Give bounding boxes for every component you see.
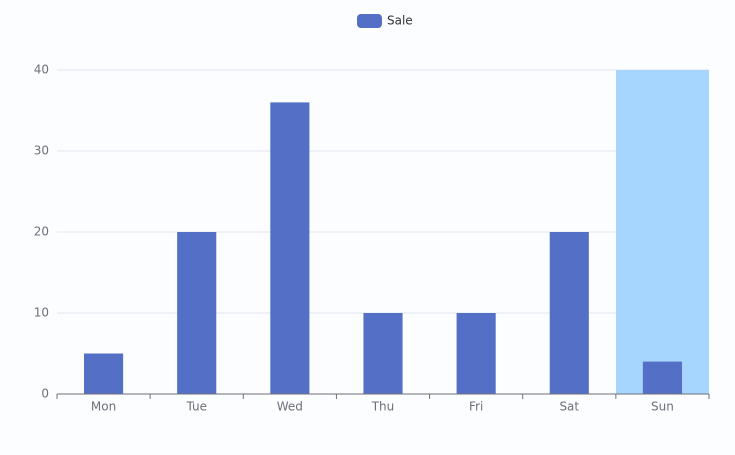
y-tick-label: 20 <box>34 225 49 239</box>
bar <box>363 313 403 394</box>
x-tick-label: Tue <box>185 400 207 414</box>
legend-label: Sale <box>387 14 413 28</box>
legend-swatch <box>357 14 382 28</box>
x-tick-label: Mon <box>91 400 116 414</box>
bar <box>177 232 217 394</box>
bar <box>270 102 310 395</box>
x-tick-label: Sun <box>651 400 674 414</box>
x-tick-label: Wed <box>277 400 303 414</box>
hover-shadow <box>616 70 709 394</box>
bar <box>549 232 589 394</box>
bar <box>456 313 496 394</box>
x-tick-label: Fri <box>469 400 483 414</box>
x-tick-label: Sat <box>559 400 579 414</box>
y-tick-label: 40 <box>34 63 49 77</box>
y-tick-label: 10 <box>34 306 49 320</box>
bar <box>84 353 124 394</box>
y-tick-label: 0 <box>41 387 49 401</box>
x-tick-label: Thu <box>371 400 395 414</box>
bar <box>642 361 682 394</box>
y-tick-label: 30 <box>34 144 49 158</box>
